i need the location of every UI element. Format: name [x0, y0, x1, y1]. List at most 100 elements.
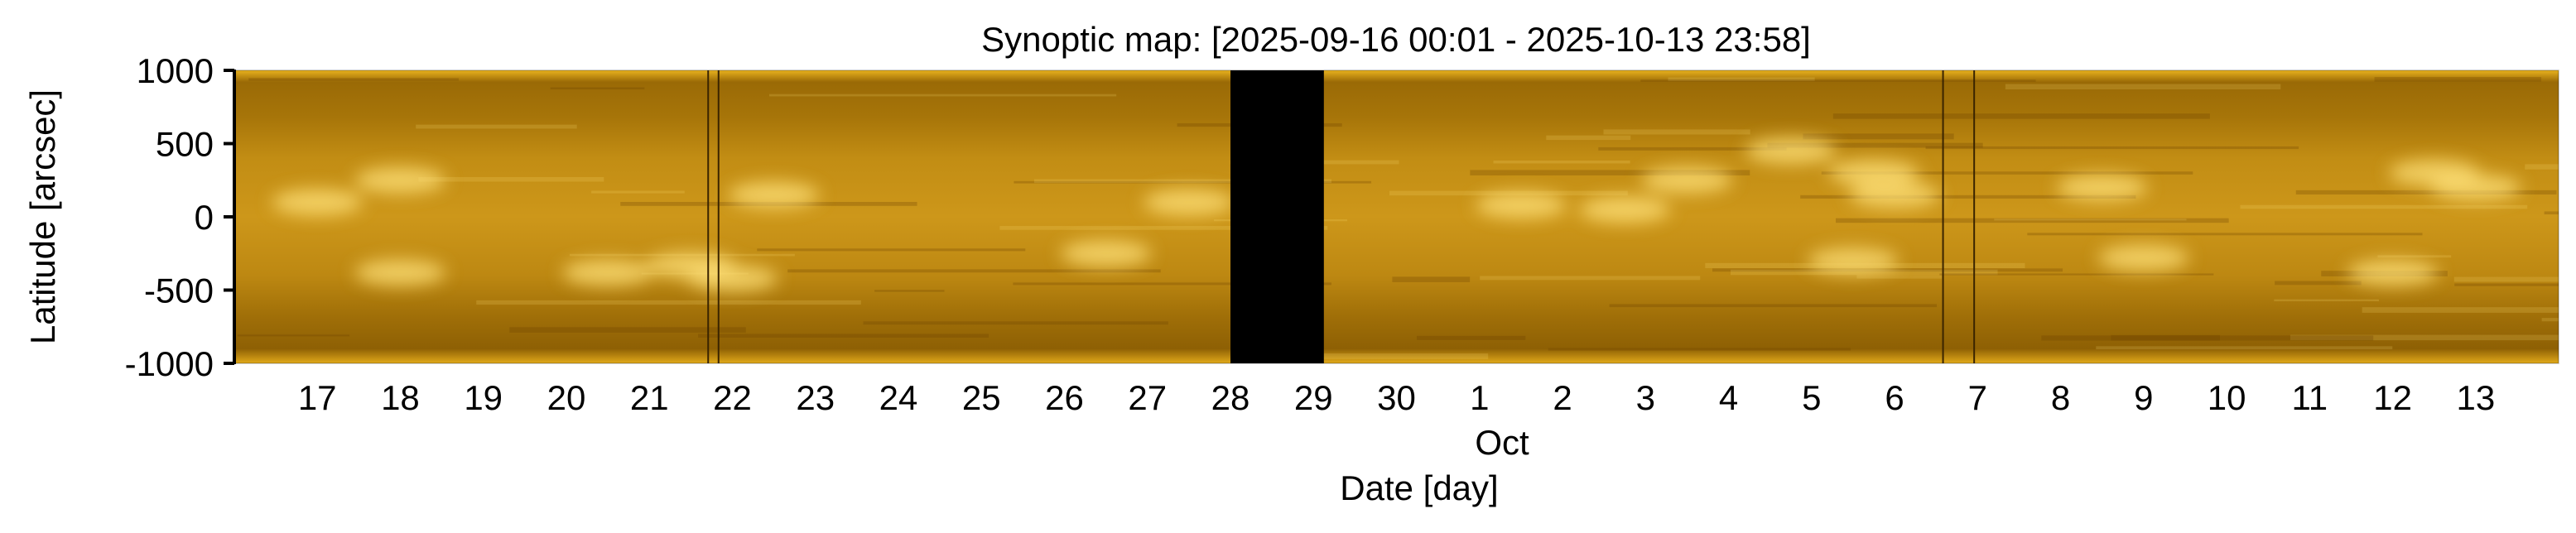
- x-axis-month-label: Oct: [1475, 423, 1529, 462]
- texture-streak: [999, 226, 1328, 230]
- bright-region: [354, 166, 446, 194]
- texture-streak: [2275, 281, 2362, 286]
- texture-streak: [757, 248, 1026, 252]
- x-tick-label: 2: [1553, 378, 1572, 417]
- texture-streak: [1013, 282, 1331, 286]
- bright-region: [272, 189, 364, 216]
- texture-streak: [1392, 276, 1471, 282]
- heatmap-plot: [234, 70, 2559, 363]
- texture-streak: [2005, 84, 2281, 90]
- texture-streak: [1546, 135, 1631, 141]
- bright-region: [1807, 247, 1899, 275]
- texture-streak: [476, 300, 861, 305]
- texture-streak: [1939, 273, 2214, 276]
- texture-streak: [1416, 335, 1526, 340]
- texture-streak: [2027, 233, 2423, 236]
- x-tick-label: 3: [1636, 378, 1655, 417]
- y-axis-tick-labels: 1000 500 0 -500 -1000: [125, 51, 214, 383]
- texture-streak: [1832, 113, 2210, 119]
- y-tick-label: -1000: [125, 344, 214, 383]
- bright-region: [2429, 174, 2521, 201]
- texture-streak: [2453, 276, 2559, 282]
- x-axis-tick-labels: 17 18 19 20 21 22 23 24 25 26 27 28 29 30 1 2 3 4 5 6 7 8 9 10 1…: [298, 378, 2495, 417]
- x-tick-label: 29: [1294, 378, 1333, 417]
- x-tick-label: 11: [2292, 378, 2328, 417]
- bright-region: [1579, 196, 1671, 223]
- x-axis-label: Date [day]: [1340, 468, 1498, 507]
- texture-streak: [787, 269, 1161, 273]
- x-tick-label: 26: [1045, 378, 1084, 417]
- data-gap: [1230, 70, 1324, 363]
- x-tick-label: 9: [2134, 378, 2153, 417]
- texture-streak: [1548, 348, 1851, 351]
- bright-region: [1641, 166, 1733, 194]
- texture-streak: [2454, 283, 2559, 286]
- texture-streak: [248, 78, 459, 81]
- texture-streak: [863, 321, 1168, 325]
- bright-region: [354, 259, 446, 286]
- texture-streak: [1493, 161, 1630, 164]
- x-tick-label: 8: [2051, 378, 2070, 417]
- x-tick-label: 19: [464, 378, 503, 417]
- texture-streak: [591, 190, 685, 194]
- x-tick-label: 25: [962, 378, 1001, 417]
- x-tick-label: 7: [1968, 378, 1987, 417]
- x-tick-label: 1: [1470, 378, 1489, 417]
- y-axis-label: Latitude [arcsec]: [23, 89, 62, 344]
- x-tick-label: 12: [2373, 378, 2412, 417]
- x-tick-label: 10: [2208, 378, 2246, 417]
- texture-streak: [2041, 335, 2374, 341]
- x-tick-label: 30: [1377, 378, 1416, 417]
- x-tick-label: 22: [713, 378, 752, 417]
- y-axis-ticks: [224, 69, 234, 365]
- chart-title: Synoptic map: [2025-09-16 00:01 - 2025-1…: [981, 20, 1811, 59]
- texture-streak: [1480, 276, 1701, 281]
- bright-regions: [272, 137, 2521, 292]
- texture-streak: [509, 327, 746, 333]
- texture-streak: [1033, 179, 1332, 184]
- texture-streak: [237, 334, 350, 337]
- texture-streak: [1014, 180, 1372, 184]
- texture-streak: [2295, 190, 2557, 194]
- x-tick-label: 24: [879, 378, 918, 417]
- x-tick-label: 23: [796, 378, 835, 417]
- x-tick-label: 20: [547, 378, 586, 417]
- bright-region: [1060, 240, 1152, 267]
- texture-streak: [2374, 77, 2542, 82]
- texture-streak: [1668, 77, 1815, 81]
- texture-streak: [1821, 171, 2193, 175]
- bright-region: [562, 259, 654, 286]
- texture-streak: [768, 94, 1117, 97]
- texture-streak: [416, 124, 577, 129]
- texture-streak: [2544, 211, 2559, 215]
- x-tick-label: 28: [1211, 378, 1250, 417]
- bright-region: [1143, 189, 1235, 216]
- y-tick-label: -500: [144, 271, 214, 310]
- bright-region: [686, 265, 778, 292]
- y-tick-label: 500: [156, 125, 214, 164]
- texture-streak: [1640, 79, 2036, 82]
- x-tick-label: 17: [298, 378, 337, 417]
- texture-streak: [2290, 334, 2559, 341]
- bright-region: [1745, 137, 1837, 165]
- texture-streak: [418, 176, 604, 182]
- bright-region: [728, 181, 820, 209]
- texture-streak: [1470, 170, 1750, 175]
- texture-streak: [2096, 346, 2393, 350]
- bright-region: [2056, 174, 2148, 201]
- x-tick-label: 5: [1802, 378, 1821, 417]
- texture-streak: [874, 290, 945, 292]
- heatmap-background: [234, 70, 2559, 363]
- texture-streak: [1994, 218, 2187, 221]
- texture-streak: [550, 87, 645, 89]
- bright-region: [2347, 259, 2439, 286]
- y-tick-label: 0: [195, 198, 214, 237]
- y-tick-label: 1000: [137, 51, 214, 90]
- x-tick-label: 4: [1719, 378, 1738, 417]
- texture-streak: [698, 334, 989, 338]
- texture-streak: [1603, 129, 1750, 135]
- bright-region: [2097, 244, 2189, 271]
- texture-streak: [1856, 275, 1943, 279]
- texture-streak: [1598, 146, 1787, 151]
